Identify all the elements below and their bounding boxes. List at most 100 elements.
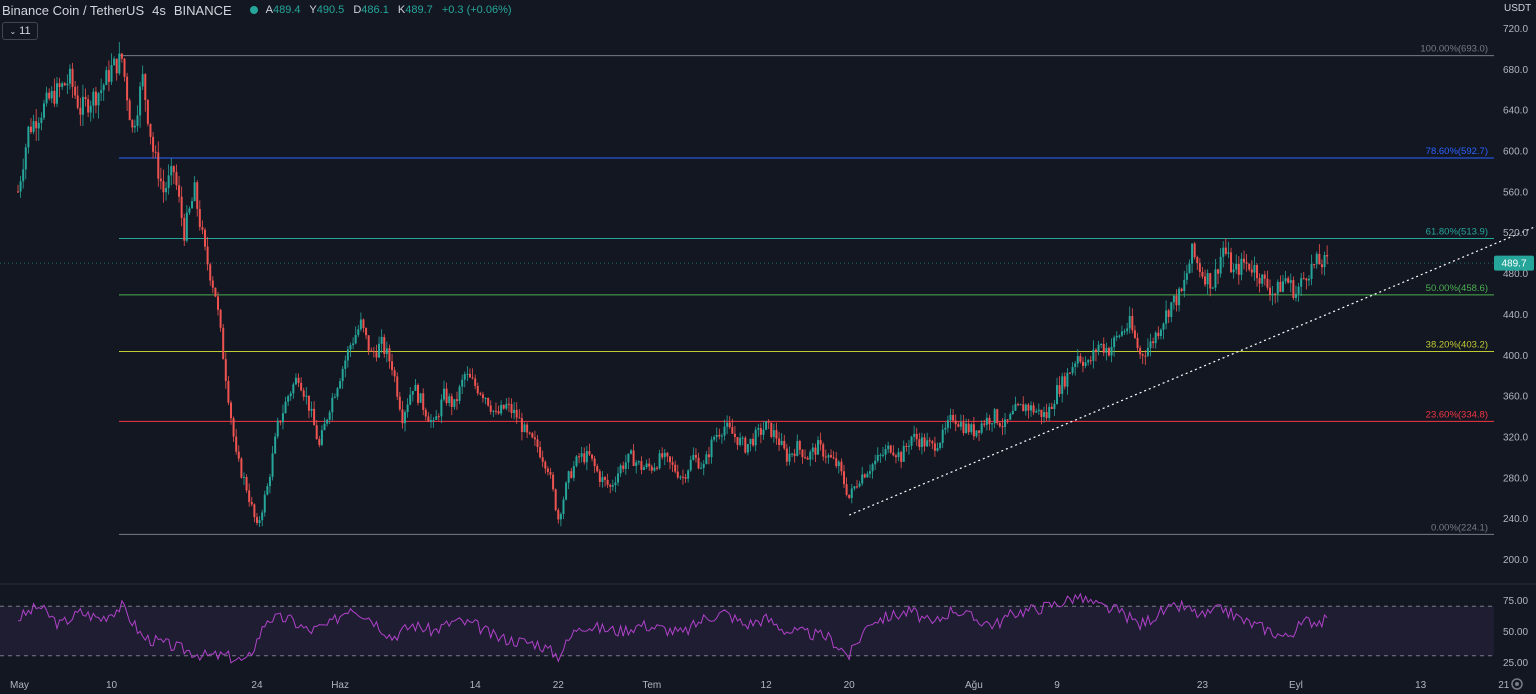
candle-body <box>422 393 425 410</box>
candle-body <box>879 454 882 456</box>
time-tick-label: 13 <box>1415 680 1427 691</box>
price-axis[interactable]: 200.0 240.0 280.0 320.0 360.0 400.0 440.0 480.0… <box>1503 24 1528 566</box>
price-tick-label: 360.0 <box>1503 392 1528 403</box>
candle-body <box>1004 419 1007 427</box>
candle-body <box>889 445 892 453</box>
candle-body <box>440 399 443 417</box>
candle-body <box>1302 278 1305 280</box>
candle-body <box>346 349 349 361</box>
rsi-pane <box>0 583 1536 664</box>
candle-body <box>954 420 957 425</box>
fib-level-label: 0.00%(224.1) <box>1431 522 1488 533</box>
candle-body <box>900 452 903 462</box>
candle-body <box>546 468 549 473</box>
candle-body <box>24 147 27 170</box>
candle-body <box>861 474 864 484</box>
candle-body <box>933 443 936 451</box>
candle-body <box>910 436 913 446</box>
candle-body <box>978 430 981 433</box>
candle-body <box>915 433 918 440</box>
candle-body <box>48 92 51 99</box>
candle-body <box>302 390 305 397</box>
candle-body <box>1076 356 1079 364</box>
candle-body <box>559 514 562 520</box>
candle-body <box>1123 331 1126 333</box>
candle-body <box>1063 376 1066 387</box>
time-tick-label: 21 <box>1498 680 1510 691</box>
candle-body <box>941 429 944 443</box>
candle-body <box>417 384 420 403</box>
price-tick-label: 280.0 <box>1503 473 1528 484</box>
fib-level-label: 61.80%(513.9) <box>1426 226 1488 237</box>
candle-body <box>191 201 194 209</box>
candle-body <box>1071 366 1074 374</box>
candle-body <box>676 471 679 478</box>
candle-body <box>845 484 848 495</box>
candle-body <box>601 477 604 482</box>
candle-body <box>671 462 674 465</box>
candle-body <box>726 422 729 427</box>
indicators-toggle-button[interactable]: ⌄ 11 <box>2 22 38 40</box>
candle-body <box>289 393 292 397</box>
candle-body <box>352 343 355 346</box>
candle-body <box>975 430 978 437</box>
candle-body <box>1256 265 1259 279</box>
exchange-label: BINANCE <box>173 2 232 18</box>
candle-body <box>1113 337 1116 348</box>
candle-body <box>1100 343 1103 345</box>
candle-body <box>1056 385 1058 404</box>
candle-body <box>211 280 214 288</box>
candle-body <box>310 408 313 411</box>
candle-body <box>1258 278 1261 284</box>
candle-body <box>928 440 931 442</box>
candle-body <box>339 381 342 389</box>
candle-body <box>720 435 723 437</box>
candle-body <box>300 382 303 391</box>
time-tick-label: May <box>10 680 29 691</box>
candle-body <box>897 452 900 458</box>
candle-body <box>131 120 134 128</box>
candle-body <box>702 463 705 468</box>
candle-body <box>1115 335 1118 338</box>
price-tick-label: 200.0 <box>1503 555 1528 566</box>
candle-body <box>341 368 344 382</box>
price-tick-label: 520.0 <box>1503 228 1528 239</box>
time-tick-label: 20 <box>844 680 856 691</box>
candle-body <box>126 76 129 101</box>
candle-body <box>466 373 469 375</box>
candle-body <box>123 58 126 77</box>
candle-body <box>614 482 617 486</box>
candle-body <box>767 421 770 423</box>
candle-body <box>22 169 25 182</box>
candle-body <box>1097 344 1100 352</box>
close-value: 489.7 <box>405 4 433 16</box>
candle-body <box>1050 406 1053 409</box>
candle-body <box>1107 348 1110 356</box>
settings-gear-icon[interactable] <box>1511 678 1523 690</box>
candle-body <box>315 425 318 440</box>
candle-body <box>1167 310 1170 317</box>
candle-body <box>674 464 677 472</box>
candle-body <box>635 462 638 466</box>
symbol-name[interactable]: Binance Coin / TetherUS <box>2 2 145 18</box>
fibonacci-retracement[interactable]: 100.00%(693.0) 78.60%(592.7) 61.80%(513.9)… <box>119 44 1494 535</box>
indicator-count: 11 <box>19 25 31 37</box>
candle-body <box>261 512 264 521</box>
candle-body <box>884 449 887 455</box>
candle-body <box>694 454 697 458</box>
candle-body <box>866 473 869 478</box>
candle-body <box>53 90 56 104</box>
candle-body <box>863 474 866 478</box>
time-axis[interactable]: May 10 24 Haz 14 22 Tem 12 20 Ağu 9 23 Eyl 13 21 <box>10 680 1510 691</box>
time-tick-label: Ağu <box>965 680 983 691</box>
candle-body <box>255 517 258 523</box>
candle-body <box>323 423 326 431</box>
timeframe-label[interactable]: 4s <box>152 2 166 18</box>
candle-body <box>365 328 368 336</box>
price-tick-label: 400.0 <box>1503 351 1528 362</box>
candle-body <box>32 121 35 132</box>
candle-body <box>894 455 897 458</box>
candle-body <box>1268 287 1271 296</box>
